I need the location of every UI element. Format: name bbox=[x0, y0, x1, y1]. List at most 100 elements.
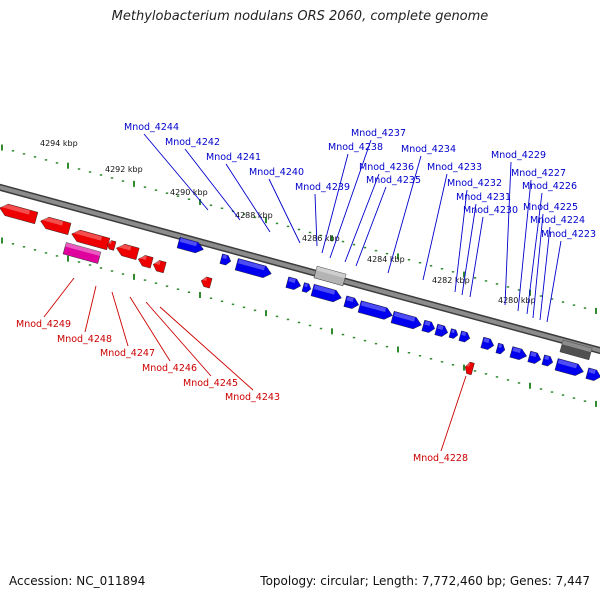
gene-mnod-4246 bbox=[116, 243, 140, 260]
gene-mnod-4249-b-shape bbox=[40, 216, 72, 236]
leader-line-bottom bbox=[111, 291, 129, 347]
gene-mnod-4230-highlight bbox=[461, 331, 467, 337]
genes-value: 7,447 bbox=[555, 574, 590, 588]
gene-mnod-4226-shape bbox=[509, 346, 528, 360]
gene-mnod-4235 bbox=[357, 300, 393, 320]
gene-mnod-4249-a-shape bbox=[0, 203, 39, 225]
gene-mnod-4245-shape bbox=[137, 255, 154, 269]
gene-mnod-4241-shape bbox=[234, 258, 272, 278]
gene-mnod-4232-highlight bbox=[437, 324, 444, 330]
gene-mnod-4236 bbox=[343, 295, 360, 309]
gene-mnod-4226 bbox=[509, 346, 528, 360]
gene-label-top: Mnod_4242 bbox=[165, 137, 220, 148]
gene-label-top: Mnod_4231 bbox=[456, 192, 511, 203]
leader-line-top bbox=[387, 155, 422, 274]
gene-label-top: Mnod_4244 bbox=[124, 122, 179, 133]
gene-label-top: Mnod_4238 bbox=[328, 142, 383, 153]
gene-mnod-4234-shape bbox=[390, 310, 422, 330]
gene-mnod-4223-highlight bbox=[557, 359, 578, 369]
gene-mnod-4242 bbox=[219, 253, 232, 266]
gene-mnod-4242-shape bbox=[219, 253, 232, 266]
leader-line-top bbox=[143, 133, 209, 211]
gene-mnod-4233 bbox=[421, 319, 436, 333]
gene-mnod-4232 bbox=[434, 323, 449, 337]
gene-mnod-4232-shape bbox=[434, 323, 449, 337]
other-gene-feature-highlight bbox=[562, 340, 593, 353]
gene-mnod-4240 bbox=[285, 276, 302, 290]
gene-mnod-4222-highlight bbox=[588, 368, 596, 374]
gene-mnod-4231-highlight bbox=[451, 329, 455, 334]
gene-mnod-4230 bbox=[458, 330, 471, 343]
gene-label-top: Mnod_4223 bbox=[541, 229, 596, 240]
gene-label-bottom: Mnod_4228 bbox=[413, 453, 468, 464]
scale-label: 4294 kbp bbox=[40, 139, 78, 148]
gene-mnod-4224 bbox=[541, 354, 554, 367]
gene-mnod-4248-highlight bbox=[72, 228, 103, 241]
gene-label-top: Mnod_4227 bbox=[511, 168, 566, 179]
rna-gene-mnod-4248-shape bbox=[62, 242, 102, 264]
gene-mnod-4240-shape bbox=[285, 276, 302, 290]
leader-line-top bbox=[344, 173, 380, 263]
gene-mnod-4223 bbox=[554, 358, 584, 376]
gene-mnod-4248-shape bbox=[71, 229, 111, 251]
gene-mnod-4229-highlight bbox=[483, 337, 490, 343]
gene-mnod-4233-shape bbox=[421, 319, 436, 333]
pseudo-gene-mnod-4238 bbox=[313, 265, 347, 287]
gene-label-bottom: Mnod_4249 bbox=[16, 319, 71, 330]
other-gene-feature-shape bbox=[559, 339, 593, 361]
leader-line-top bbox=[268, 178, 301, 244]
leader-line-top bbox=[469, 216, 484, 298]
gene-mnod-4243-highlight bbox=[154, 259, 161, 265]
gene-mnod-4249-a-highlight bbox=[0, 202, 31, 215]
other-gene-feature bbox=[559, 339, 593, 361]
gene-mnod-4225-highlight bbox=[530, 351, 537, 357]
leader-line-top bbox=[314, 193, 318, 247]
gene-mnod-4241-highlight bbox=[237, 259, 266, 271]
gene-labels: Mnod_4244 Mnod_4242 Mnod_4241 Mnod_4240 Mnod… bbox=[16, 122, 596, 464]
gene-label-top: Mnod_4230 bbox=[463, 205, 518, 216]
length-value: 7,772,460 bp bbox=[421, 574, 502, 588]
gene-mnod-4237-shape bbox=[310, 283, 342, 303]
gene-mnod-4230-shape bbox=[458, 330, 471, 343]
gene-mnod-4246-shape bbox=[116, 243, 140, 260]
gene-mnod-4244-shape bbox=[176, 237, 204, 254]
gene-label-top: Mnod_4224 bbox=[530, 215, 585, 226]
leader-line-top bbox=[532, 213, 544, 319]
gene-features bbox=[0, 202, 600, 381]
gene-mnod-4247-shape bbox=[106, 240, 117, 251]
gene-mnod-4245 bbox=[137, 254, 154, 269]
topology-value: circular bbox=[320, 574, 365, 588]
rna-gene-mnod-4248 bbox=[62, 242, 102, 264]
leader-line-top bbox=[461, 203, 477, 296]
gene-mnod-4226-highlight bbox=[512, 347, 521, 354]
gene-mnod-4225-shape bbox=[527, 350, 542, 364]
gene-mnod-4227 bbox=[495, 342, 506, 355]
gene-mnod-4222 bbox=[585, 367, 600, 381]
gene-mnod-4243-b-shape bbox=[200, 276, 213, 289]
accession-value: NC_011894 bbox=[76, 574, 146, 588]
label-leader-lines bbox=[43, 133, 562, 452]
gene-mnod-4229 bbox=[480, 336, 495, 350]
gene-mnod-4228-shape bbox=[464, 361, 475, 376]
gene-mnod-4240-highlight bbox=[288, 277, 296, 283]
gene-label-bottom: Mnod_4248 bbox=[57, 334, 112, 345]
gene-mnod-4224-shape bbox=[541, 354, 554, 367]
leader-line-top bbox=[539, 226, 551, 321]
gene-mnod-4243 bbox=[152, 259, 167, 274]
genome-stats: Topology: circular; Length: 7,772,460 bp… bbox=[260, 574, 590, 588]
leader-line-top bbox=[517, 179, 532, 312]
leader-line-bottom bbox=[159, 306, 254, 391]
gene-mnod-4223-shape bbox=[554, 358, 584, 376]
leader-line-top bbox=[329, 139, 372, 259]
gene-label-top: Mnod_4241 bbox=[206, 152, 261, 163]
gene-mnod-4248 bbox=[71, 228, 111, 251]
length-label: Length: bbox=[372, 574, 419, 588]
gene-mnod-4247-highlight bbox=[108, 240, 112, 245]
leader-line-top bbox=[184, 148, 241, 221]
gene-mnod-4228 bbox=[464, 361, 475, 376]
gene-label-bottom: Mnod_4246 bbox=[142, 363, 197, 374]
leader-line-top bbox=[526, 192, 543, 315]
gene-label-bottom: Mnod_4247 bbox=[100, 348, 155, 359]
gene-label-top: Mnod_4232 bbox=[447, 178, 502, 189]
